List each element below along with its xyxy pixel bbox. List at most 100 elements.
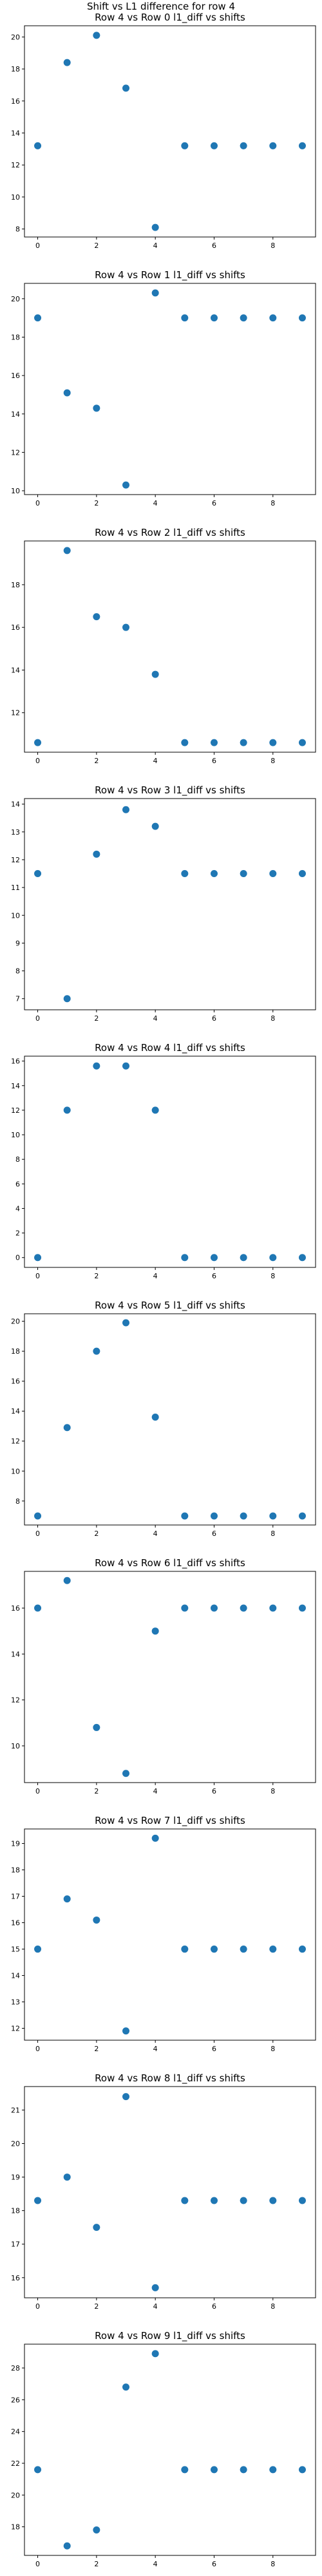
- y-tick-label: 20: [11, 33, 20, 41]
- x-tick-label: 8: [270, 2560, 275, 2568]
- data-point: [240, 870, 247, 878]
- x-tick-label: 6: [212, 499, 216, 507]
- y-tick-label: 12: [11, 161, 20, 169]
- data-point: [269, 1254, 277, 1262]
- data-point: [151, 1627, 159, 1635]
- x-tick-label: 8: [270, 2302, 275, 2311]
- data-point: [34, 870, 42, 878]
- data-point: [122, 2383, 130, 2391]
- data-point: [269, 739, 277, 746]
- y-tick-label: 16: [11, 372, 20, 380]
- y-tick-label: 18: [11, 65, 20, 73]
- y-tick-label: 19: [11, 1840, 20, 1848]
- x-tick-label: 4: [153, 1787, 158, 1795]
- data-point: [34, 2466, 42, 2474]
- chart-panel-7: Row 4 vs Row 7 l1_diff vs shifts 0 2 4 6 8 12 1…: [11, 1815, 316, 2053]
- y-tick-label: 10: [11, 193, 20, 202]
- data-point: [122, 481, 130, 489]
- x-tick-label: 4: [153, 2560, 158, 2568]
- data-point: [151, 822, 159, 830]
- data-point: [269, 1512, 277, 1520]
- panel-title: Row 4 vs Row 8 l1_diff vs shifts: [95, 2072, 245, 2085]
- data-point: [151, 1106, 159, 1114]
- data-point: [63, 2174, 71, 2181]
- data-point: [93, 613, 100, 621]
- x-tick-label: 4: [153, 1014, 158, 1023]
- panel-title: Row 4 vs Row 9 l1_diff vs shifts: [95, 2330, 245, 2342]
- y-tick-label: 12: [11, 448, 20, 457]
- y-tick-label: 14: [11, 1082, 20, 1090]
- chart-panel-3: Row 4 vs Row 3 l1_diff vs shifts 0 2 4 6 8 7 8 9…: [11, 784, 316, 1023]
- y-tick-label: 8: [15, 1155, 20, 1164]
- y-tick-label: 10: [11, 911, 20, 920]
- y-tick-label: 20: [11, 295, 20, 303]
- data-point: [181, 2197, 189, 2204]
- data-point: [63, 995, 71, 1003]
- data-point: [93, 1916, 100, 1924]
- y-tick-label: 14: [11, 1972, 20, 1980]
- chart-panel-1: Row 4 vs Row 1 l1_diff vs shifts 0 2 4 6 8 10 1…: [11, 269, 316, 507]
- y-tick-label: 16: [11, 1378, 20, 1386]
- y-tick-label: 14: [11, 1407, 20, 1416]
- y-tick-label: 14: [11, 1650, 20, 1658]
- data-point: [298, 1512, 306, 1520]
- y-tick-label: 12: [11, 856, 20, 864]
- axes-frame: [24, 283, 316, 495]
- panel-title: Row 4 vs Row 1 l1_diff vs shifts: [95, 269, 245, 281]
- data-point: [63, 1577, 71, 1584]
- y-tick-label: 17: [11, 1893, 20, 1901]
- y-tick-label: 12: [11, 2025, 20, 2033]
- data-point: [269, 1946, 277, 1953]
- chart-panel-4: Row 4 vs Row 4 l1_diff vs shifts 0 2 4 6 8 0 2 4…: [11, 1042, 316, 1280]
- data-point: [34, 1254, 42, 1262]
- y-tick-label: 20: [11, 2491, 20, 2499]
- x-tick-label: 0: [35, 242, 40, 250]
- axes-frame: [24, 1313, 316, 1526]
- axes-frame: [24, 1828, 316, 2041]
- y-tick-label: 18: [11, 1866, 20, 1875]
- x-tick-label: 8: [270, 2045, 275, 2053]
- data-point: [298, 1604, 306, 1612]
- data-point: [210, 1254, 218, 1262]
- y-tick-label: 28: [11, 2364, 20, 2372]
- y-tick-label: 16: [11, 1604, 20, 1613]
- x-tick-label: 6: [212, 757, 216, 765]
- data-point: [151, 2284, 159, 2291]
- axes-frame: [24, 798, 316, 1010]
- data-point: [34, 2197, 42, 2204]
- x-tick-label: 0: [35, 2302, 40, 2311]
- x-tick-label: 2: [94, 757, 99, 765]
- panel-title: Row 4 vs Row 2 l1_diff vs shifts: [95, 527, 245, 539]
- chart-panel-5: Row 4 vs Row 5 l1_diff vs shifts 0 2 4 6 8 8 10…: [11, 1300, 316, 1538]
- x-tick-label: 4: [153, 242, 158, 250]
- data-point: [151, 289, 159, 297]
- y-tick-label: 8: [15, 1497, 20, 1506]
- data-point: [63, 59, 71, 66]
- panel-title: Row 4 vs Row 7 l1_diff vs shifts: [95, 1815, 245, 1827]
- data-point: [269, 2466, 277, 2474]
- chart-panel-6: Row 4 vs Row 6 l1_diff vs shifts 0 2 4 6 8 10 1…: [11, 1557, 316, 1795]
- x-tick-label: 0: [35, 1272, 40, 1280]
- y-tick-label: 16: [11, 1057, 20, 1066]
- data-point: [210, 1946, 218, 1953]
- y-tick-label: 16: [11, 97, 20, 106]
- x-tick-label: 0: [35, 757, 40, 765]
- panel-title: Row 4 vs Row 4 l1_diff vs shifts: [95, 1042, 245, 1054]
- y-tick-label: 10: [11, 487, 20, 495]
- y-tick-label: 18: [11, 2207, 20, 2215]
- x-tick-label: 8: [270, 499, 275, 507]
- data-point: [122, 1062, 130, 1070]
- y-tick-label: 22: [11, 2459, 20, 2468]
- chart-panel-2: Row 4 vs Row 2 l1_diff vs shifts 0 2 4 6 8 12 1…: [11, 527, 316, 765]
- y-tick-label: 18: [11, 1347, 20, 1356]
- data-point: [210, 870, 218, 878]
- x-tick-label: 2: [94, 242, 99, 250]
- y-tick-label: 12: [11, 709, 20, 717]
- y-tick-label: 12: [11, 1437, 20, 1446]
- data-point: [63, 1895, 71, 1903]
- y-tick-label: 13: [11, 1998, 20, 2007]
- axes-frame: [24, 1571, 316, 1783]
- x-tick-label: 6: [212, 1530, 216, 1538]
- panel-title: Row 4 vs Row 5 l1_diff vs shifts: [95, 1300, 245, 1312]
- y-tick-label: 21: [11, 2106, 20, 2114]
